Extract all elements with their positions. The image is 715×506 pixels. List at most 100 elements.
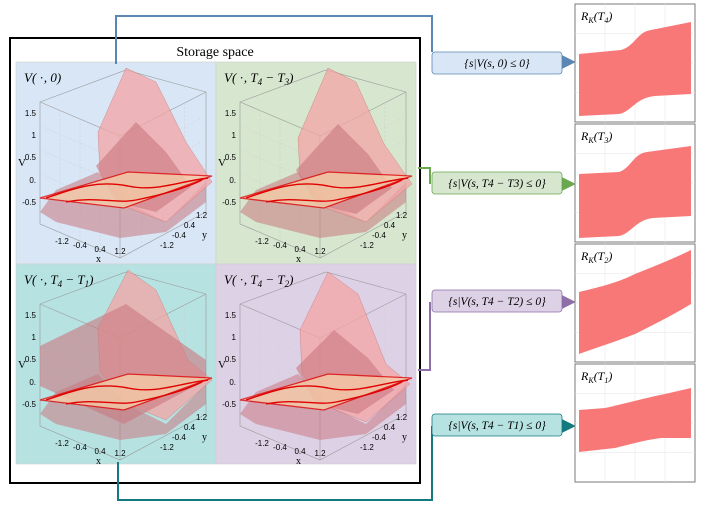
x-axis-title: x	[296, 456, 301, 467]
zero-plane	[239, 171, 413, 209]
x-tick-label: -0.4	[73, 241, 87, 250]
panel-p4: V( ·, T4 − T2)1.510.50.-0.5V-1.2 -0.4 0.4 1…	[215, 263, 417, 467]
label-part: (T	[594, 369, 606, 383]
reach-set-shape	[579, 250, 691, 354]
reach-panel-label: RK(T4)	[580, 9, 612, 25]
z-axis-title: V	[18, 359, 26, 371]
label-part: , T	[244, 70, 259, 85]
label-part: − T	[262, 70, 285, 85]
set-box-3: {s|V(s, T4 − T2) ≤ 0}	[431, 289, 563, 313]
y-tick-label: -1.2	[360, 241, 374, 250]
z-tick-label: 0.5	[225, 153, 237, 162]
z-tick-label: 1.5	[225, 109, 237, 118]
z-tick-label: 0.5	[225, 355, 237, 364]
x-tick-label: 0.4	[94, 245, 106, 254]
y-tick-label: 0.4	[184, 423, 196, 432]
storage-space-title: Storage space	[176, 45, 253, 60]
y-tick-label: 0.4	[384, 423, 396, 432]
panel-label: V( ·, T4 − T3)	[224, 70, 293, 87]
label-part: V(	[224, 272, 237, 287]
reach-panel-label: RK(T1)	[580, 369, 612, 385]
label-sub: 1	[604, 376, 608, 385]
x-axis-title: x	[96, 456, 101, 467]
plot-box	[39, 271, 207, 461]
x-tick-label: -0.4	[73, 443, 87, 452]
label-part: R	[580, 249, 589, 263]
connector-blue	[115, 15, 433, 64]
label-part: ·	[36, 70, 44, 85]
panel-p1: V( ·, 0)1.510.50.-0.5V-1.2 -0.4 0.4 1.2x1.2…	[15, 61, 217, 265]
box-edges	[239, 271, 407, 461]
y-axis-title: y	[202, 432, 207, 443]
label-part: (T	[594, 9, 606, 23]
x-tick-label: -0.4	[273, 241, 287, 250]
connector-green	[418, 167, 431, 184]
reach-panel-4: RK(T1)	[574, 363, 696, 483]
label-part: V(	[224, 70, 237, 85]
panel-p3: V( ·, T4 − T1)1.510.50.-0.5V-1.2 -0.4 0.4 1…	[15, 263, 217, 467]
label-sub: 1	[85, 279, 90, 289]
box-edges	[39, 271, 207, 461]
value-function-panels: V( ·, 0)1.510.50.-0.5V-1.2 -0.4 0.4 1.2x1.2…	[15, 61, 417, 467]
label-part: (T	[594, 249, 606, 263]
level-curve-upper	[45, 177, 209, 199]
z-tick-label: 0.	[29, 378, 36, 387]
y-tick-label: 1.2	[396, 413, 408, 422]
level-curve-lower	[265, 381, 403, 405]
label-part: R	[580, 9, 589, 23]
y-tick-label: -1.2	[360, 443, 374, 452]
label-part: )	[288, 272, 293, 287]
reach-panel-2: RK(T3)	[574, 123, 696, 243]
label-part: )	[607, 129, 612, 143]
set-box-1: {s|V(s, 0) ≤ 0}	[431, 51, 563, 75]
z-tick-label: 1	[32, 131, 37, 140]
value-surface	[239, 271, 413, 440]
x-axis-title: x	[96, 254, 101, 265]
reach-set-panels: RK(T4)RK(T3)RK(T2)RK(T1)	[574, 3, 696, 483]
panel-label: V( ·, 0)	[24, 70, 61, 85]
connectors	[115, 15, 576, 501]
label-sub: 2	[285, 279, 290, 289]
reach-panel-1: RK(T4)	[574, 3, 696, 123]
value-surface	[39, 67, 213, 238]
set-box-background	[431, 289, 563, 313]
x-tick-label: 1.2	[314, 449, 326, 458]
label-sub: 4	[604, 16, 608, 25]
z-tick-label: 0.	[29, 176, 36, 185]
label-part: ·	[36, 272, 44, 287]
panel-label: V( ·, T4 − T2)	[224, 272, 293, 289]
label-sub: K	[587, 376, 594, 385]
x-tick-label: -1.2	[255, 237, 269, 246]
set-box-background	[431, 413, 563, 437]
label-part: ·	[236, 70, 244, 85]
z-tick-label: -0.5	[22, 400, 36, 409]
x-tick-label: 0.4	[294, 447, 306, 456]
reach-set-shape	[579, 146, 691, 238]
label-part: )	[607, 249, 612, 263]
x-tick-label: -0.4	[273, 443, 287, 452]
z-tick-label: 1	[232, 333, 237, 342]
z-axis-title: V	[218, 157, 226, 169]
label-part: V(	[24, 272, 37, 287]
label-sub: K	[587, 136, 594, 145]
z-tick-label: 1.5	[25, 311, 37, 320]
y-tick-label: -0.4	[372, 433, 386, 442]
y-axis-title: y	[202, 230, 207, 241]
connector-purple	[418, 302, 431, 371]
level-curve-lower	[65, 179, 203, 203]
z-tick-label: -0.5	[222, 400, 236, 409]
label-part: (T	[594, 129, 606, 143]
y-tick-label: -0.4	[172, 231, 186, 240]
set-box-text: {s|V(s, T4 − T3) ≤ 0}	[448, 178, 546, 190]
x-tick-label: -1.2	[55, 237, 69, 246]
set-box-4: {s|V(s, T4 − T1) ≤ 0}	[431, 413, 563, 437]
level-curve-lower	[265, 179, 403, 203]
y-axis-title: y	[402, 432, 407, 443]
set-box-text: {s|V(s, T4 − T1) ≤ 0}	[448, 420, 546, 432]
zero-plane	[39, 171, 213, 209]
x-tick-label: -1.2	[255, 439, 269, 448]
x-tick-label: 0.4	[294, 245, 306, 254]
label-part: , T	[244, 272, 259, 287]
label-part: ·	[236, 272, 244, 287]
